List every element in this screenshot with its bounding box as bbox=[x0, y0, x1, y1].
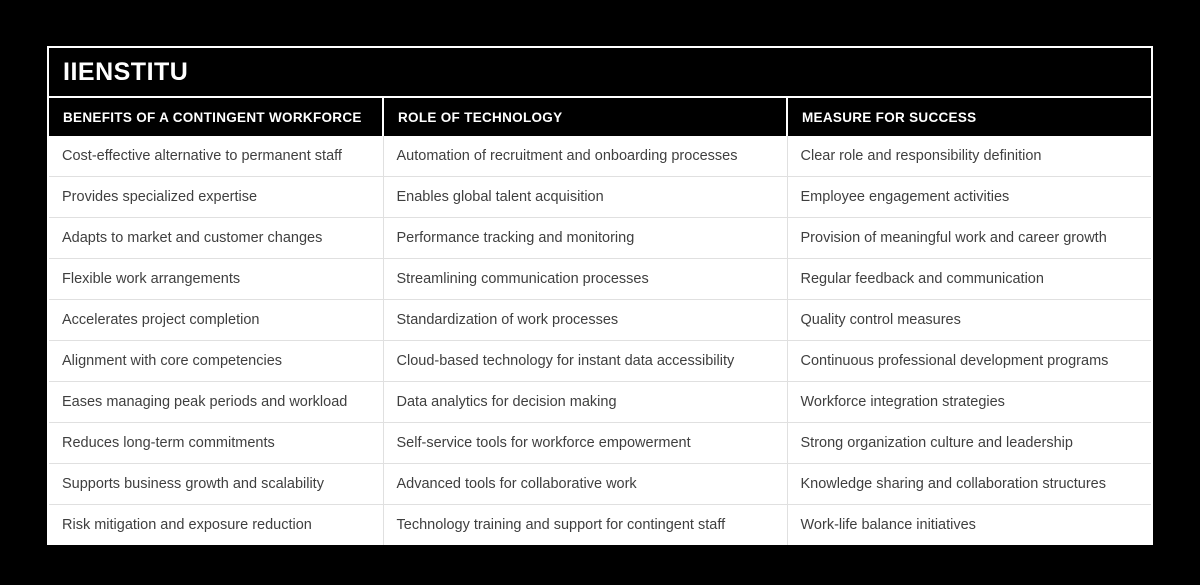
table-cell: Alignment with core competencies bbox=[49, 340, 383, 382]
column-header-technology: ROLE OF TECHNOLOGY bbox=[382, 98, 787, 136]
table-row: Reduces long-term commitments Self-servic… bbox=[49, 422, 1151, 464]
table-cell: Accelerates project completion bbox=[49, 299, 383, 341]
table-cell: Knowledge sharing and collaboration stru… bbox=[786, 463, 1151, 505]
table-cell: Provides specialized expertise bbox=[49, 176, 383, 218]
table-cell: Strong organization culture and leadersh… bbox=[786, 422, 1151, 464]
data-table: BENEFITS OF A CONTINGENT WORKFORCE ROLE … bbox=[49, 98, 1151, 545]
table-row: Adapts to market and customer changes Per… bbox=[49, 217, 1151, 259]
table-row: Provides specialized expertise Enables gl… bbox=[49, 176, 1151, 218]
header-row: BENEFITS OF A CONTINGENT WORKFORCE ROLE … bbox=[49, 98, 1151, 136]
table-cell: Performance tracking and monitoring bbox=[382, 217, 787, 259]
table-cell: Self-service tools for workforce empower… bbox=[382, 422, 787, 464]
table-cell: Supports business growth and scalability bbox=[49, 463, 383, 505]
table-cell: Workforce integration strategies bbox=[786, 381, 1151, 423]
table-cell: Continuous professional development prog… bbox=[786, 340, 1151, 382]
table-row: Risk mitigation and exposure reduction Te… bbox=[49, 504, 1151, 545]
table-row: Eases managing peak periods and workload… bbox=[49, 381, 1151, 423]
column-header-benefits: BENEFITS OF A CONTINGENT WORKFORCE bbox=[49, 98, 383, 136]
table-row: Alignment with core competencies Cloud-ba… bbox=[49, 340, 1151, 382]
table-cell: Eases managing peak periods and workload bbox=[49, 381, 383, 423]
title-bar: IIENSTITU bbox=[49, 48, 1151, 98]
table-cell: Reduces long-term commitments bbox=[49, 422, 383, 464]
table-row: Supports business growth and scalability… bbox=[49, 463, 1151, 505]
table-cell: Risk mitigation and exposure reduction bbox=[49, 504, 383, 545]
table-cell: Quality control measures bbox=[786, 299, 1151, 341]
table-body: Cost-effective alternative to permanent … bbox=[49, 136, 1151, 545]
table-cell: Streamlining communication processes bbox=[382, 258, 787, 300]
table-card: IIENSTITU BENEFITS OF A CONTINGENT WORKF… bbox=[47, 46, 1153, 545]
table-cell: Flexible work arrangements bbox=[49, 258, 383, 300]
table-cell: Regular feedback and communication bbox=[786, 258, 1151, 300]
table-row: Flexible work arrangements Streamlining c… bbox=[49, 258, 1151, 300]
table-header: BENEFITS OF A CONTINGENT WORKFORCE ROLE … bbox=[49, 98, 1151, 136]
table-cell: Standardization of work processes bbox=[382, 299, 787, 341]
table-cell: Cost-effective alternative to permanent … bbox=[49, 136, 383, 177]
brand-title: IIENSTITU bbox=[63, 57, 189, 86]
table-cell: Provision of meaningful work and career … bbox=[786, 217, 1151, 259]
table-row: Cost-effective alternative to permanent … bbox=[49, 136, 1151, 177]
table-row: Accelerates project completion Standardiz… bbox=[49, 299, 1151, 341]
table-cell: Employee engagement activities bbox=[786, 176, 1151, 218]
table-cell: Advanced tools for collaborative work bbox=[382, 463, 787, 505]
table-cell: Technology training and support for cont… bbox=[382, 504, 787, 545]
table-cell: Enables global talent acquisition bbox=[382, 176, 787, 218]
table-cell: Work-life balance initiatives bbox=[786, 504, 1151, 545]
table-cell: Cloud-based technology for instant data … bbox=[382, 340, 787, 382]
table-cell: Automation of recruitment and onboarding… bbox=[382, 136, 787, 177]
table-cell: Clear role and responsibility definition bbox=[786, 136, 1151, 177]
column-header-success: MEASURE FOR SUCCESS bbox=[786, 98, 1151, 136]
table-cell: Data analytics for decision making bbox=[382, 381, 787, 423]
table-cell: Adapts to market and customer changes bbox=[49, 217, 383, 259]
